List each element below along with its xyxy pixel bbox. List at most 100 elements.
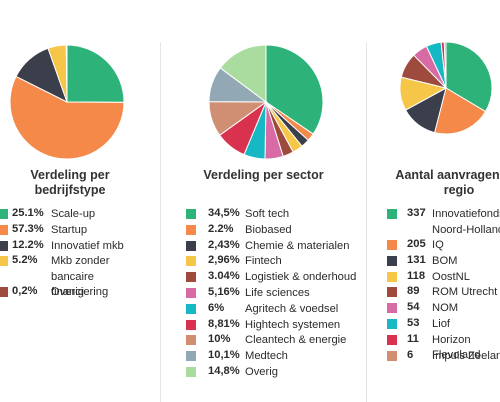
legend-item[interactable]: 34,5% Soft tech <box>186 207 365 223</box>
legend-item[interactable]: 2.2% Biobased <box>186 223 365 239</box>
pie-slice-overig[interactable] <box>65 44 68 103</box>
legend-label: Startup <box>51 223 88 236</box>
legend-label: Mkb zonder bancaire financiering <box>51 255 110 299</box>
pie-slice-startup[interactable] <box>9 75 125 160</box>
legend-swatch <box>387 287 397 298</box>
legend-label: Life sciences <box>245 286 310 299</box>
legend-swatch <box>387 334 397 345</box>
legend-item[interactable]: 11 Horizon Flevoland <box>387 332 500 361</box>
legend-item[interactable]: 8,81% Hightech systemen <box>186 318 365 334</box>
legend-swatch <box>186 240 196 251</box>
legend-label: Logistiek & onderhoud <box>245 271 357 284</box>
legend-item[interactable]: 54 NOM <box>387 301 500 317</box>
legend-label: Chemie & materialen <box>245 239 350 252</box>
pie-chart-3 <box>399 41 493 135</box>
legend-item[interactable]: 53 Liof <box>387 317 500 333</box>
legend-item[interactable]: 5,16% Life sciences <box>186 286 365 302</box>
legend-item[interactable]: 2,43% Chemie & materialen <box>186 239 365 255</box>
legend-label: Overig <box>245 365 278 378</box>
pie-chart-1 <box>9 44 125 160</box>
pie-slice-iq[interactable] <box>433 87 487 135</box>
pie-slice-overig[interactable] <box>219 44 267 103</box>
legend-item[interactable]: 0,2% Overig <box>0 285 133 301</box>
legend-value: 57.3% <box>12 222 44 235</box>
legend-3: 337 Innovatiefonds Noord-Holland 205 IQ 131 B… <box>387 207 500 364</box>
legend-value: 118 <box>407 269 426 282</box>
legend-item[interactable]: 3.04% Logistiek & onderhoud <box>186 270 365 286</box>
legend-swatch <box>0 224 8 235</box>
legend-value: 25.1% <box>12 207 44 219</box>
legend-label: Fintech <box>245 255 282 268</box>
legend-value: 8,81% <box>208 317 240 330</box>
legend-label: OostNL <box>432 270 470 283</box>
legend-label: Agritech & voedsel <box>245 302 339 315</box>
legend-value: 3.04% <box>208 270 240 283</box>
legend-swatch <box>186 287 196 298</box>
pie-slice-impuls-zeeland[interactable] <box>443 41 447 89</box>
legend-item[interactable]: 89 ROM Utrecht <box>387 285 500 301</box>
legend-item[interactable]: 6% Agritech & voedsel <box>186 302 365 318</box>
legend-value: 34,5% <box>208 207 240 219</box>
legend-swatch <box>186 209 196 219</box>
legend-swatch <box>0 240 8 251</box>
legend-value: 10,1% <box>208 349 240 362</box>
pie-slice-scale-up[interactable] <box>66 44 125 103</box>
legend-label: Scale-up <box>51 208 96 220</box>
legend-value: 11 <box>407 332 419 345</box>
legend-item[interactable]: 57.3% Startup <box>0 223 133 239</box>
legend-swatch <box>186 335 196 346</box>
legend-item[interactable]: 131 BOM <box>387 254 500 270</box>
pie-chart-2 <box>208 44 324 160</box>
legend-item[interactable]: 12.2% Innovatief mkb <box>0 239 133 255</box>
legend-label: ROM Utrecht <box>432 286 498 299</box>
legend-item[interactable]: 14,8% Overig <box>186 365 365 381</box>
legend-swatch <box>387 240 397 250</box>
legend-item[interactable]: 25.1% Scale-up <box>0 207 133 223</box>
legend-swatch <box>186 303 196 314</box>
legend-swatch <box>186 224 196 235</box>
legend-value: 6% <box>208 301 225 314</box>
legend-item[interactable]: 2,96% Fintech <box>186 254 365 270</box>
legend-value: 5,16% <box>208 285 240 298</box>
legend-label: BOM <box>432 254 458 267</box>
legend-label: Cleantech & energie <box>245 334 347 347</box>
legend-value: 54 <box>407 301 420 314</box>
legend-swatch <box>186 319 196 330</box>
legend-swatch <box>0 256 8 267</box>
legend-value: 53 <box>407 316 420 329</box>
legend-swatch <box>387 318 397 329</box>
legend-swatch <box>186 366 196 377</box>
legend-value: 2.2% <box>208 222 234 235</box>
legend-swatch <box>0 209 8 219</box>
legend-value: 2,43% <box>208 238 240 251</box>
pie-slice-innovatiefonds-noord-holland[interactable] <box>445 41 493 113</box>
legend-label: Overig <box>51 286 84 299</box>
legend-swatch <box>186 256 196 267</box>
column-divider-left <box>160 42 161 402</box>
legend-label: Medtech <box>245 350 288 363</box>
legend-item[interactable]: 5.2% Mkb zonder bancaire financiering <box>0 254 133 298</box>
legend-item[interactable]: 6 Impuls Zeeland <box>387 349 500 365</box>
legend-item[interactable]: 10% Cleantech & energie <box>186 333 365 349</box>
chart-title-1: Verdeling per bedrijfstype <box>30 168 110 197</box>
legend-value: 6 <box>407 348 414 361</box>
legend-swatch <box>387 350 397 361</box>
legend-label: Liof <box>432 317 451 330</box>
legend-1: 25.1% Scale-up 57.3% Startup 12.2% Innovatief… <box>0 207 133 301</box>
legend-item[interactable]: 337 Innovatiefonds Noord-Holland <box>387 207 500 238</box>
chart-title-2: Verdeling per sector <box>203 168 324 182</box>
legend-value: 14,8% <box>208 364 240 377</box>
legend-label: IQ <box>432 239 444 251</box>
legend-value: 89 <box>407 285 420 298</box>
legend-value: 12.2% <box>12 238 44 251</box>
legend-value: 5.2% <box>12 254 38 267</box>
legend-label: Hightech systemen <box>245 318 341 331</box>
legend-item[interactable]: 10,1% Medtech <box>186 349 365 365</box>
legend-item[interactable]: 205 IQ <box>387 238 500 254</box>
legend-2: 34,5% Soft tech 2.2% Biobased 2,43% Chemie & … <box>186 207 365 381</box>
pie-slice-soft-tech[interactable] <box>265 44 324 135</box>
legend-swatch <box>186 351 196 362</box>
legend-label: Soft tech <box>245 208 290 220</box>
legend-item[interactable]: 118 OostNL <box>387 270 500 286</box>
legend-swatch <box>387 255 397 266</box>
